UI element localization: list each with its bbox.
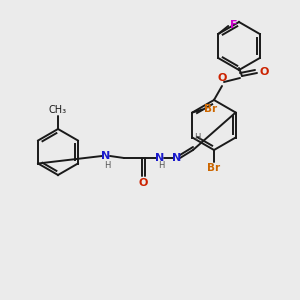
Text: Br: Br — [204, 104, 218, 115]
Text: H: H — [104, 160, 110, 169]
Text: O: O — [139, 178, 148, 188]
Text: F: F — [230, 20, 238, 30]
Text: N: N — [172, 153, 182, 163]
Text: O: O — [217, 73, 227, 83]
Text: CH₃: CH₃ — [49, 105, 67, 115]
Text: H: H — [194, 134, 200, 142]
Text: N: N — [101, 151, 111, 161]
Text: H: H — [158, 161, 164, 170]
Text: N: N — [155, 153, 165, 163]
Text: O: O — [259, 67, 268, 77]
Text: Br: Br — [207, 163, 220, 173]
